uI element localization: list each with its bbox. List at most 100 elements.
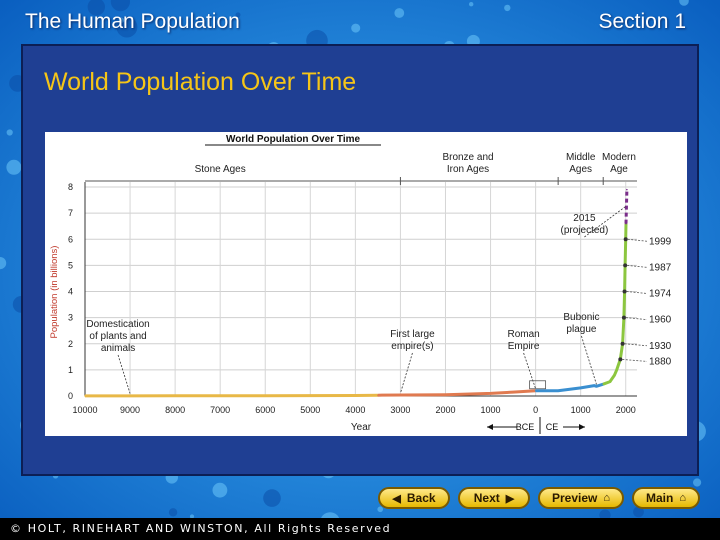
era-label: Middle	[566, 152, 596, 163]
annotation-label: of plants and	[89, 331, 146, 342]
year-marker-leader	[625, 317, 648, 321]
preview-label: Preview	[551, 491, 598, 505]
annotation-label: Domestication	[86, 319, 149, 330]
year-marker-dot	[618, 357, 623, 362]
next-arrow-icon: ▶	[505, 492, 515, 505]
y-tick-label: 8	[68, 182, 73, 192]
footer-bar: © HOLT, RINEHART AND WINSTON, All Rights…	[0, 518, 720, 540]
data-point	[354, 394, 357, 397]
data-point	[489, 392, 492, 395]
data-point	[579, 387, 582, 389]
year-marker-dot	[622, 289, 627, 294]
annotation-label: 2015	[573, 213, 596, 224]
year-marker-leader	[624, 343, 648, 347]
year-marker-label: 1987	[649, 262, 672, 273]
data-point	[609, 380, 611, 383]
bce-label: BCE	[516, 422, 535, 432]
section-label: Section 1	[598, 10, 686, 33]
era-label: Modern	[602, 152, 636, 163]
x-tick-label: 1000	[481, 405, 501, 415]
annotation-label: plague	[566, 324, 596, 335]
x-tick-label: 6000	[255, 405, 275, 415]
annotation-label: First large	[390, 329, 435, 340]
y-tick-label: 4	[68, 287, 73, 297]
data-point	[595, 385, 598, 388]
y-tick-label: 6	[68, 234, 73, 244]
copyright-text: © HOLT, RINEHART AND WINSTON, All Rights…	[10, 522, 392, 535]
roman-empire-box	[529, 380, 547, 390]
era-label: Stone Ages	[195, 164, 246, 175]
annotation-label: Bubonic	[563, 312, 599, 323]
year-marker-dot	[623, 237, 628, 242]
y-axis-label: Population (in billions)	[49, 246, 60, 339]
year-marker-leader	[622, 359, 648, 362]
x-tick-label: 9000	[120, 405, 140, 415]
year-marker-dot	[623, 263, 628, 268]
data-point	[557, 389, 559, 392]
y-tick-label: 5	[68, 260, 73, 270]
data-point	[264, 394, 267, 397]
data-point	[625, 207, 628, 209]
data-point	[534, 389, 537, 392]
population-series-line	[602, 223, 628, 386]
x-tick-label: 7000	[210, 405, 230, 415]
population-series-line	[84, 393, 378, 398]
annotation-label: empire(s)	[391, 341, 433, 352]
data-point	[84, 395, 86, 397]
year-marker-label: 1930	[649, 341, 672, 352]
next-label: Next	[473, 491, 500, 505]
data-point	[613, 374, 616, 376]
annotation-label: Roman	[507, 329, 539, 340]
data-point	[377, 394, 379, 397]
x-tick-label: 4000	[345, 405, 365, 415]
annotation-leader	[400, 352, 413, 394]
era-label: Bronze and	[442, 152, 493, 163]
year-marker-dot	[620, 341, 625, 346]
y-tick-label: 1	[68, 365, 73, 375]
era-label: Ages	[569, 164, 592, 175]
annotation-leader	[117, 354, 131, 394]
main-label: Main	[646, 491, 674, 505]
population-series-line	[377, 389, 536, 397]
back-label: Back	[406, 491, 436, 505]
back-button[interactable]: ◀ Back	[378, 487, 450, 509]
data-point	[444, 393, 447, 396]
data-point	[615, 369, 618, 371]
y-tick-label: 7	[68, 208, 73, 218]
year-marker-label: 1999	[649, 236, 672, 247]
preview-button[interactable]: Preview ⌂	[538, 487, 624, 509]
chart-title: World Population Over Time	[226, 134, 361, 145]
year-marker-label: 1960	[649, 315, 672, 326]
x-tick-label: 8000	[165, 405, 185, 415]
data-point	[602, 383, 605, 386]
back-arrow-icon: ◀	[392, 492, 401, 505]
x-tick-label: 0	[533, 405, 538, 415]
bce-ce-indicator: BCE CE	[487, 417, 585, 434]
x-tick-label: 1000	[571, 405, 591, 415]
data-point	[174, 395, 176, 397]
ce-label: CE	[546, 422, 559, 432]
population-series-line	[535, 382, 604, 393]
slide-subtitle: World Population Over Time	[44, 68, 357, 96]
home-icon: ⌂	[603, 492, 611, 504]
year-marker-label: 1974	[649, 289, 672, 300]
x-tick-label: 2000	[435, 405, 455, 415]
main-button[interactable]: Main ⌂	[632, 487, 700, 509]
x-tick-label: 10000	[72, 405, 97, 415]
data-point	[593, 384, 595, 387]
data-point	[512, 391, 514, 393]
annotation-label: animals	[101, 343, 135, 354]
annotation-label: (projected)	[561, 225, 609, 236]
annotation-leader	[584, 205, 627, 238]
next-button[interactable]: Next ▶	[458, 487, 530, 509]
era-label: Iron Ages	[447, 164, 489, 175]
data-point	[626, 188, 628, 191]
population-chart: World Population Over Time Stone Ages Bro…	[45, 132, 687, 436]
year-marker-dot	[621, 315, 626, 320]
annotation-leader	[581, 335, 597, 385]
y-tick-label: 2	[68, 339, 73, 349]
annotation-leader	[523, 352, 536, 389]
x-axis-label: Year	[351, 422, 372, 433]
y-tick-label: 3	[68, 313, 73, 323]
x-tick-label: 5000	[300, 405, 320, 415]
